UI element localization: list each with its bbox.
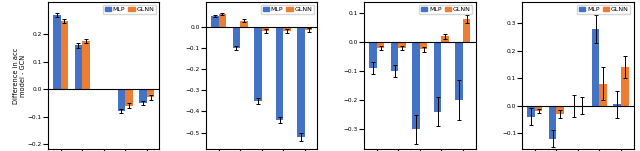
- Bar: [369, 42, 377, 68]
- Bar: [254, 27, 262, 101]
- Bar: [82, 41, 90, 89]
- Legend: MLP, GLNN: MLP, GLNN: [260, 5, 314, 14]
- Bar: [398, 42, 406, 48]
- Bar: [53, 15, 61, 89]
- Bar: [600, 84, 607, 106]
- Y-axis label: Difference in acc
model - GCN: Difference in acc model - GCN: [13, 47, 26, 104]
- Bar: [233, 27, 240, 48]
- Bar: [125, 89, 132, 106]
- Bar: [391, 42, 398, 71]
- Bar: [61, 21, 68, 89]
- Legend: MLP, GLNN: MLP, GLNN: [577, 5, 630, 14]
- Bar: [614, 104, 621, 106]
- Bar: [262, 27, 269, 31]
- Bar: [276, 27, 284, 120]
- Bar: [219, 14, 226, 27]
- Bar: [75, 45, 82, 89]
- Bar: [305, 27, 312, 30]
- Bar: [527, 106, 535, 117]
- Bar: [211, 16, 219, 27]
- Bar: [284, 27, 291, 31]
- Bar: [240, 21, 248, 27]
- Legend: MLP, GLNN: MLP, GLNN: [419, 5, 472, 14]
- Bar: [412, 42, 420, 129]
- Bar: [377, 42, 384, 48]
- Bar: [556, 106, 564, 114]
- Bar: [298, 27, 305, 137]
- Bar: [434, 42, 442, 112]
- Bar: [463, 19, 470, 42]
- Bar: [118, 89, 125, 111]
- Bar: [549, 106, 556, 138]
- Legend: MLP, GLNN: MLP, GLNN: [102, 5, 156, 14]
- Bar: [139, 89, 147, 103]
- Bar: [621, 67, 628, 106]
- Bar: [592, 29, 600, 106]
- Bar: [442, 36, 449, 42]
- Bar: [535, 106, 543, 111]
- Bar: [147, 89, 154, 97]
- Bar: [456, 42, 463, 100]
- Bar: [420, 42, 428, 49]
